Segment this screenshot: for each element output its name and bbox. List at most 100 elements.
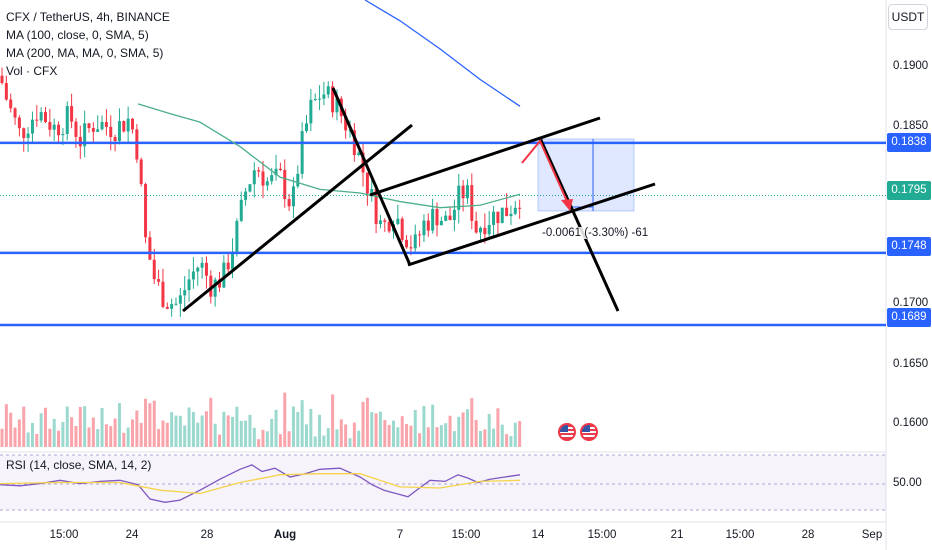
- volume-bar: [296, 411, 300, 447]
- volume-bar: [144, 398, 148, 447]
- volume-bar: [505, 434, 509, 447]
- channel-upper-line[interactable]: [369, 116, 601, 197]
- x-tick: 15:00: [725, 529, 755, 541]
- volume-bar: [492, 428, 496, 447]
- volume-bar: [300, 400, 304, 447]
- legend-ma100[interactable]: MA (100, close, 0, SMA, 5): [6, 28, 149, 42]
- candle-body: [257, 170, 261, 172]
- volume-bar: [483, 429, 487, 447]
- price-label-last[interactable]: 0.1795: [887, 181, 931, 200]
- legend-ma200[interactable]: MA (200, MA, MA, 0, SMA, 5): [6, 46, 164, 60]
- x-tick: 28: [200, 529, 214, 541]
- candle-body: [344, 116, 348, 131]
- candle-body: [318, 98, 322, 100]
- candle-body: [396, 218, 400, 224]
- legend-symbol[interactable]: CFX / TetherUS, 4h, BINANCE: [6, 10, 170, 24]
- volume-bar: [213, 423, 217, 447]
- volume-bar: [400, 416, 404, 447]
- trendline-falling[interactable]: [331, 87, 412, 266]
- volume-bar: [78, 406, 82, 447]
- candle-body: [291, 186, 295, 207]
- candle-body: [405, 239, 409, 248]
- candle-body: [465, 185, 469, 199]
- us-flag-icon[interactable]: [558, 423, 576, 441]
- measure-label: -0.0061 (-3.30%) -61: [540, 227, 651, 239]
- candle-body: [483, 227, 487, 235]
- candle-body: [448, 215, 452, 221]
- volume-bar: [39, 413, 43, 447]
- x-tick: 14: [531, 529, 545, 541]
- volume-bar: [465, 409, 469, 447]
- us-flag-icon[interactable]: [580, 423, 598, 441]
- volume-bars: [0, 392, 522, 447]
- volume-bar: [152, 400, 156, 447]
- trendline-rising-support[interactable]: [182, 123, 413, 313]
- volume-bar: [9, 412, 13, 447]
- candle-body: [509, 213, 513, 217]
- candle-body: [161, 281, 165, 307]
- volume-bar: [100, 407, 104, 447]
- projection-line[interactable]: [538, 137, 620, 312]
- candle-body: [30, 119, 34, 134]
- rsi-band: [0, 455, 886, 510]
- ma100-line: [137, 103, 521, 209]
- volume-bar: [126, 427, 130, 447]
- candle-body: [78, 136, 82, 147]
- volume-bar: [461, 412, 465, 447]
- projection-arrow-path[interactable]: [521, 139, 571, 209]
- rsi-legend[interactable]: RSI (14, close, SMA, 14, 2): [6, 458, 152, 472]
- volume-bar: [44, 407, 47, 447]
- y-tick-0.1600: 0.1600: [893, 417, 929, 429]
- volume-bar: [274, 409, 278, 447]
- candle-body: [131, 118, 134, 130]
- candle-body: [17, 117, 21, 129]
- candle-body: [52, 124, 56, 130]
- volume-bar: [131, 419, 134, 447]
- price-label-0.1838[interactable]: 0.1838: [887, 133, 931, 152]
- volume-bar: [35, 433, 39, 447]
- volume-bar: [396, 427, 400, 447]
- candle-body: [283, 170, 287, 200]
- price-label-0.1689[interactable]: 0.1689: [887, 308, 931, 327]
- candle-body: [22, 128, 26, 138]
- volume-bar: [365, 397, 369, 447]
- candle-body: [357, 152, 361, 156]
- candle-body: [518, 207, 522, 209]
- volume-bar: [322, 435, 326, 447]
- volume-bar: [70, 417, 74, 447]
- drawings[interactable]: [182, 87, 656, 313]
- volume-bar: [413, 409, 417, 447]
- candle-body: [100, 122, 104, 130]
- volume-bar: [283, 392, 287, 447]
- volume-bar: [474, 419, 478, 447]
- candle-body: [222, 262, 226, 288]
- measure-box[interactable]: [537, 138, 635, 212]
- volume-bar: [218, 434, 221, 447]
- volume-bar: [500, 424, 504, 447]
- candle-body: [104, 122, 108, 127]
- candle-body: [361, 152, 365, 173]
- candle-body: [261, 171, 265, 186]
- volume-bar: [509, 436, 513, 447]
- price-label-0.1748[interactable]: 0.1748: [887, 237, 931, 256]
- candle-body: [200, 262, 204, 268]
- volume-bar: [22, 406, 26, 447]
- volume-bar: [200, 415, 204, 447]
- candle-body: [461, 185, 465, 199]
- currency-selector[interactable]: USDT: [888, 4, 928, 30]
- legend-volume[interactable]: Vol · CFX: [6, 64, 58, 78]
- candle-body: [178, 295, 182, 304]
- volume-bar: [439, 425, 443, 447]
- candle-body: [0, 75, 4, 84]
- volume-bar: [30, 422, 34, 447]
- channel-lower-line[interactable]: [407, 182, 656, 267]
- candle-body: [422, 220, 426, 236]
- candle-body: [300, 131, 304, 174]
- candle-body: [365, 172, 369, 194]
- candle-body: [57, 124, 61, 136]
- candle-body: [96, 129, 100, 132]
- volume-bar: [348, 438, 352, 447]
- volume-bar: [470, 398, 474, 447]
- volume-bar: [313, 436, 317, 447]
